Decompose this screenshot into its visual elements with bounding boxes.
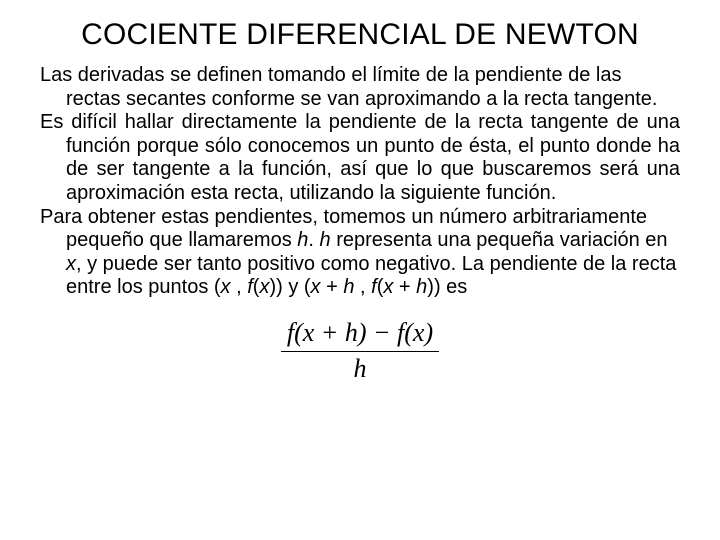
- slide-title: COCIENTE DIFERENCIAL DE NEWTON: [40, 18, 680, 52]
- formula-container: f(x + h) − f(x) h: [40, 318, 680, 384]
- var-x: x: [259, 276, 269, 298]
- denominator: h: [281, 352, 439, 385]
- var-x: x: [383, 276, 393, 298]
- paragraph-3: Para obtener estas pendientes, tomemos u…: [40, 206, 680, 300]
- p3-text: .: [308, 229, 319, 251]
- fraction: f(x + h) − f(x) h: [281, 318, 439, 384]
- var-x: x: [221, 276, 231, 298]
- var-h: h: [320, 229, 331, 251]
- p3-text: ,: [231, 276, 248, 298]
- slide-body: Las derivadas se definen tomando el lími…: [40, 64, 680, 384]
- p3-text: )) y (: [269, 276, 310, 298]
- var-x: x: [66, 253, 76, 275]
- var-h: h: [297, 229, 308, 251]
- p3-text: )) es: [427, 276, 467, 298]
- p3-text: representa una pequeña variación en: [331, 229, 668, 251]
- p3-text: ,: [354, 276, 371, 298]
- p3-text: +: [321, 276, 344, 298]
- p3-text: +: [393, 276, 416, 298]
- paragraph-2: Es difícil hallar directamente la pendie…: [40, 111, 680, 205]
- var-h: h: [416, 276, 427, 298]
- difference-quotient-formula: f(x + h) − f(x) h: [281, 318, 439, 384]
- numerator: f(x + h) − f(x): [281, 318, 439, 352]
- var-h: h: [343, 276, 354, 298]
- slide: COCIENTE DIFERENCIAL DE NEWTON Las deriv…: [0, 0, 720, 540]
- paragraph-1: Las derivadas se definen tomando el lími…: [40, 64, 680, 111]
- var-x: x: [311, 276, 321, 298]
